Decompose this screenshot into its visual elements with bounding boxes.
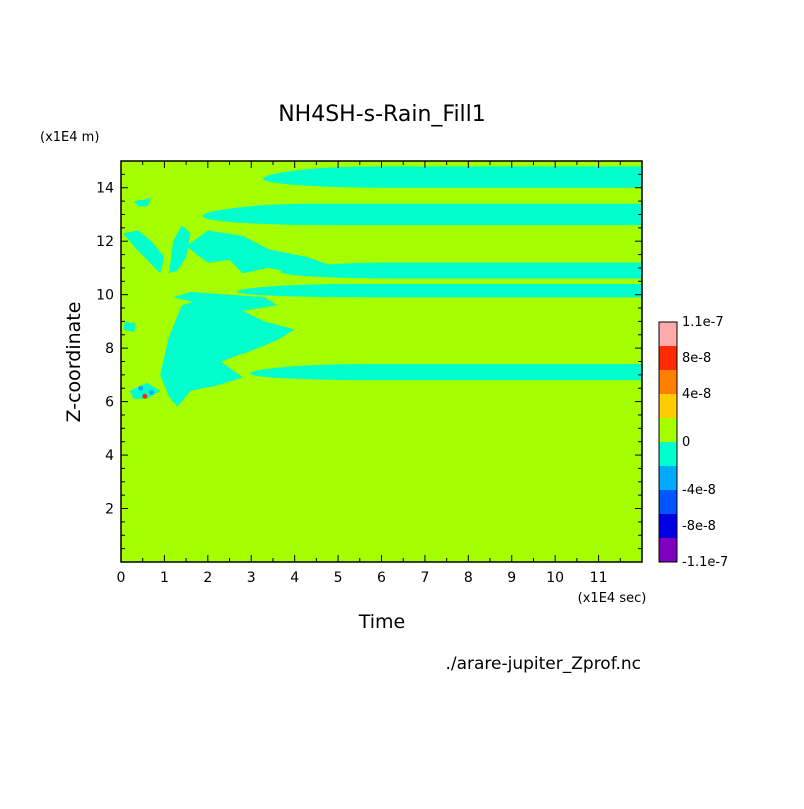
contour-blob [123,230,165,274]
contour-band [263,166,642,188]
colorbar-label: 0 [682,435,690,450]
x-tick-label: 7 [420,570,429,586]
x-tick-label: 2 [203,570,212,586]
contour-blob [173,292,278,311]
colorbar-label: 1.1e-7 [682,315,724,330]
chart-title: NH4SH-s-Rain_Fill1 [278,102,486,127]
contour-blob [160,300,295,407]
x-tick-label: 3 [247,570,256,586]
x-tick-label: 5 [334,570,343,586]
y-tick-label: 12 [96,234,114,250]
axes [120,160,643,563]
x-tick-label: 10 [546,570,564,586]
x-tick-label: 0 [117,570,126,586]
colorbar-label: -8e-8 [682,519,716,534]
y-tick-label: 4 [105,448,114,464]
y-tick-labels: 2 4 6 8 10 12 14 [96,181,114,518]
contour-blobs [123,198,495,407]
colorbar-segment [659,490,677,514]
contour-blob [123,321,137,333]
colorbar: 1.1e-7 8e-8 4e-8 0 -4e-8 -8e-8 -1.1e-7 [658,315,728,570]
x-tick-label: 1 [160,570,169,586]
y-tick-label: 8 [105,341,114,357]
x-tick-label: 4 [290,570,299,586]
x-tick-label: 6 [377,570,386,586]
contour-blob [442,364,495,381]
colorbar-frame [658,321,678,563]
contour-band [280,262,642,279]
contour-spot [148,389,154,395]
colorbar-segment [659,538,677,562]
x-axis-title: Time [358,611,406,633]
colorbar-segment [659,322,677,346]
colorbar-label: -4e-8 [682,483,716,498]
x-unit-label: (x1E4 sec) [578,591,647,606]
contour-spot [138,385,144,391]
colorbar-segment [659,466,677,490]
source-file-label: ./arare-jupiter_Zprof.nc [445,654,641,674]
contour-blob [129,382,161,399]
x-tick-label: 11 [590,570,608,586]
x-tick-label: 9 [507,570,516,586]
y-unit-label: (x1E4 m) [40,130,99,145]
colorbar-segment [659,418,677,442]
x-tick-label: 8 [464,570,473,586]
y-axis-title: Z-coordinate [63,302,85,423]
colorbar-label: 4e-8 [682,387,711,402]
y-tick-label: 2 [105,502,114,518]
contour-spot [142,393,148,399]
x-tick-labels: 0 1 2 3 4 5 6 7 8 9 10 11 [117,570,608,586]
y-tick-label: 14 [96,181,114,197]
colorbar-label: -1.1e-7 [682,555,728,570]
y-tick-label: 10 [96,288,114,304]
colorbar-segment [659,346,677,370]
contour-blob [186,230,339,276]
colorbar-segment [659,394,677,418]
contour-blob [168,225,191,274]
contour-blob [134,198,152,207]
colorbar-segment [659,370,677,394]
colorbar-segment [659,442,677,466]
y-tick-label: 6 [105,395,114,411]
colorbar-label: 8e-8 [682,351,711,366]
contour-band [237,283,642,298]
contour-band [202,203,642,226]
colorbar-segment [659,514,677,538]
